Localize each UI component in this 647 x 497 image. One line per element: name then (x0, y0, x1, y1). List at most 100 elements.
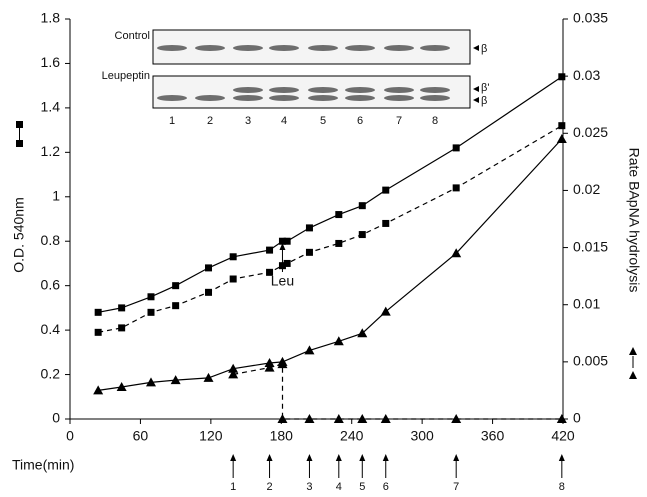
square-marker (230, 253, 237, 260)
lane-label: 4 (281, 115, 287, 127)
sample-label: 1 (230, 481, 236, 492)
series-line (233, 364, 562, 419)
triangle-marker (557, 134, 567, 143)
square-marker (359, 202, 366, 209)
square-marker (118, 324, 125, 331)
x-tick-label: 300 (410, 428, 434, 444)
gel-band (269, 45, 299, 51)
band-pointer (473, 97, 479, 103)
gel-band (308, 45, 338, 51)
gel-band (269, 95, 299, 101)
gel-band (384, 95, 414, 101)
inset-label: Control (115, 30, 150, 42)
square-marker (453, 144, 460, 151)
gel-band (420, 87, 450, 93)
sample-arrowhead (230, 454, 236, 461)
y2label-symbol (629, 347, 637, 379)
square-marker (335, 240, 342, 247)
square-marker (266, 247, 273, 254)
sample-label: 7 (453, 481, 459, 492)
square-marker (95, 309, 102, 316)
square-marker (359, 231, 366, 238)
square-marker (382, 220, 389, 227)
gel-band (157, 95, 187, 101)
gel-band (420, 95, 450, 101)
y-tick-label: 1.8 (41, 10, 61, 26)
x-tick-label: 120 (199, 428, 223, 444)
gel-band (233, 45, 263, 51)
y2-axis-label: Rate BApNA hydrolysis (626, 148, 642, 293)
x-tick-label: 60 (133, 428, 149, 444)
y2-tick-label: 0.005 (573, 353, 608, 369)
x-tick-label: 0 (66, 428, 74, 444)
gel-band (384, 87, 414, 93)
lane-label: 8 (432, 115, 438, 127)
y-tick-label: 1 (52, 187, 60, 203)
y2-tick-label: 0.02 (573, 181, 600, 197)
square-marker (284, 238, 291, 245)
series-line (98, 77, 562, 312)
sample-arrowhead (383, 454, 389, 461)
x-axis-label: Time(min) (12, 457, 74, 473)
square-marker (558, 73, 565, 80)
sample-label: 6 (383, 481, 389, 492)
sample-arrowhead (453, 454, 459, 461)
sample-label: 4 (336, 481, 342, 492)
sample-arrowhead (336, 454, 342, 461)
x-tick-label: 240 (340, 428, 364, 444)
y2-tick-label: 0.015 (573, 238, 608, 254)
lane-label: 7 (396, 115, 402, 127)
series-line (98, 126, 562, 333)
gel-band (308, 87, 338, 93)
x-tick-label: 180 (270, 428, 294, 444)
gel-band (233, 87, 263, 93)
y-tick-label: 0 (52, 410, 60, 426)
gel-band (345, 87, 375, 93)
gel-band (345, 95, 375, 101)
y2-tick-label: 0.035 (573, 10, 608, 26)
square-marker (205, 289, 212, 296)
square-marker (230, 276, 237, 283)
y-tick-label: 0.2 (41, 365, 61, 381)
triangle-marker (381, 307, 391, 316)
y-tick-label: 0.8 (41, 232, 61, 248)
lane-label: 6 (357, 115, 363, 127)
square-marker (172, 282, 179, 289)
square-marker (118, 304, 125, 311)
gel-band (308, 95, 338, 101)
square-marker (172, 302, 179, 309)
y2-tick-label: 0.01 (573, 295, 600, 311)
square-marker (284, 260, 291, 267)
gel-band (195, 95, 225, 101)
lane-label: 1 (169, 115, 175, 127)
sample-label: 2 (266, 481, 272, 492)
gel-band (269, 87, 299, 93)
triangle-marker (334, 336, 344, 345)
square-marker (558, 122, 565, 129)
lane-label: 3 (245, 115, 251, 127)
y-tick-label: 0.6 (41, 276, 61, 292)
square-marker (306, 249, 313, 256)
sample-arrowhead (306, 454, 312, 461)
y2-tick-label: 0 (573, 410, 581, 426)
gel-band (157, 45, 187, 51)
y-tick-label: 1.4 (41, 99, 61, 115)
triangle-marker (204, 373, 214, 382)
x-tick-label: 360 (481, 428, 505, 444)
chart: O.D. 540nm Rate BApNA hydrolysis Time(mi… (0, 0, 647, 492)
x-tick-label: 420 (551, 428, 575, 444)
inset-label: Leupeptin (102, 70, 150, 82)
y2-tick-label: 0.025 (573, 124, 608, 140)
sample-arrowhead (267, 454, 273, 461)
sample-label: 3 (306, 481, 312, 492)
square-marker (453, 184, 460, 191)
sample-arrowhead (559, 454, 565, 461)
y2-tick-label: 0.03 (573, 67, 600, 83)
annotation: Leu (271, 273, 294, 289)
square-marker (147, 293, 154, 300)
gel-band (195, 45, 225, 51)
gel-band (420, 45, 450, 51)
y-tick-label: 0.4 (41, 321, 61, 337)
square-marker (382, 187, 389, 194)
gel-band (233, 95, 263, 101)
